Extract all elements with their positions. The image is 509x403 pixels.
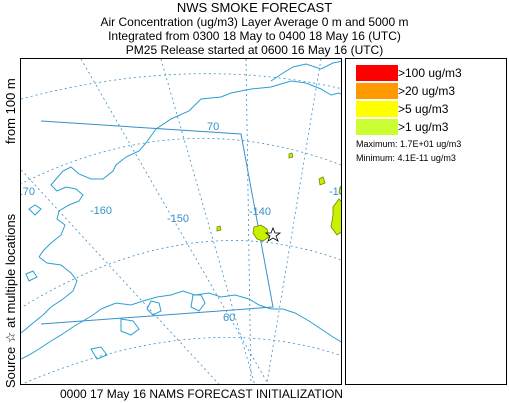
longitude-lines — [21, 59, 322, 384]
map-title: NWS SMOKE FORECAST — [176, 0, 333, 15]
source-star-icon — [264, 226, 282, 242]
forecast-footer: 0000 17 May 16 NAMS FORECAST INITIALIZAT… — [60, 387, 343, 401]
source-label: Source ☆ — [3, 331, 18, 388]
forecast-domain-outline — [40, 120, 274, 325]
latitude-lines — [21, 73, 341, 384]
legend-swatch-yellow — [356, 101, 398, 117]
plume-small-3 — [338, 185, 341, 195]
legend-label-5: >5 ug/m3 — [398, 102, 449, 116]
locations-label: at multiple locations — [3, 213, 18, 328]
subtitle-integration: Integrated from 0300 18 May to 0400 18 M… — [108, 29, 401, 43]
longitude-line-140 — [245, 59, 252, 384]
legend-panel: >100 ug/m3 >20 ug/m3 >5 ug/m3 >1 ug/m3 M… — [345, 58, 507, 385]
plume-small-1 — [318, 176, 326, 186]
plume-east — [330, 198, 341, 236]
longitude-line-150 — [160, 59, 255, 384]
lon-label-150: -150 — [167, 213, 189, 225]
height-label: from 100 m — [3, 78, 18, 144]
legend-swatch-lime — [356, 119, 398, 135]
legend-item-20: >20 ug/m3 — [356, 83, 496, 99]
legend-item-1: >1 ug/m3 — [356, 119, 496, 135]
subtitle-release: PM25 Release started at 0600 16 May 16 (… — [125, 43, 384, 57]
minimum-value: Minimum: 4.1E-11 ug/m3 — [356, 153, 456, 163]
latitude-line-60 — [21, 337, 341, 384]
lat-label-60: 60 — [223, 312, 235, 324]
subtitle-concentration: Air Concentration (ug/m3) Layer Average … — [100, 15, 409, 29]
maximum-value: Maximum: 1.7E+01 ug/m3 — [356, 139, 462, 149]
legend-label-100: >100 ug/m3 — [398, 66, 462, 80]
longitude-line-170 — [21, 169, 220, 384]
longitude-line-130 — [266, 59, 322, 384]
latitude-line-70 — [21, 138, 341, 185]
plume-main — [252, 224, 270, 242]
map-canvas: -170 -160 -150 -140 -130 70 60 — [21, 59, 342, 384]
legend-item-5: >5 ug/m3 — [356, 101, 496, 117]
plume-small-2 — [216, 225, 222, 232]
legend-swatch-orange — [356, 83, 398, 99]
legend-swatch-red — [356, 65, 398, 81]
longitude-line-160 — [80, 59, 269, 384]
lat-label-70: 70 — [207, 121, 219, 133]
lon-label-160: -160 — [90, 205, 112, 217]
latitude-line-75 — [21, 73, 341, 100]
latitude-line-65 — [21, 240, 341, 309]
lon-label-140: -140 — [249, 206, 271, 218]
lon-label-170: -170 — [21, 186, 35, 198]
legend-label-1: >1 ug/m3 — [398, 120, 449, 134]
coastline — [21, 60, 341, 360]
legend-item-100: >100 ug/m3 — [356, 65, 496, 81]
smoke-plume — [216, 152, 341, 242]
lon-label-130: -130 — [329, 186, 342, 198]
plume-small-4 — [288, 152, 294, 159]
legend-label-20: >20 ug/m3 — [398, 84, 456, 98]
map-panel: -170 -160 -150 -140 -130 70 60 — [20, 58, 342, 385]
